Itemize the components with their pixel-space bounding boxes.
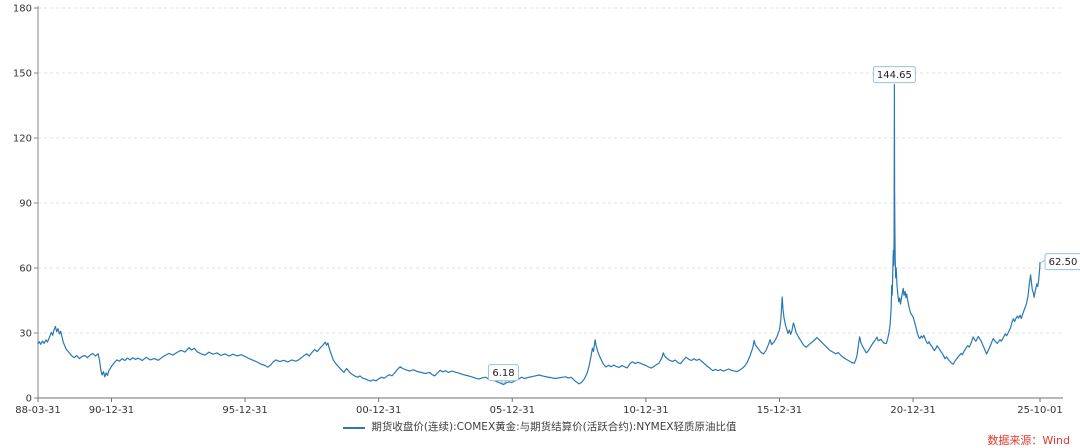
legend-line-swatch [343, 426, 366, 429]
series-line-gold-oil-ratio [37, 83, 1041, 386]
y-axis-label-30: 30 [19, 329, 32, 340]
y-axis-label-150: 150 [13, 69, 32, 80]
y-axis-label-60: 60 [19, 264, 32, 275]
annotation-value-62.50: 62.50 [1049, 257, 1078, 268]
x-axis-label-88-03-31: 88-03-31 [15, 405, 60, 416]
annotation-box-6.18 [487, 364, 519, 382]
y-axis-label-120: 120 [13, 134, 32, 145]
x-axis-label-10-12-31: 10-12-31 [623, 405, 668, 416]
annotation-box-144.65 [872, 66, 916, 84]
x-axis-label-05-12-31: 05-12-31 [490, 405, 535, 416]
legend: 期货收盘价(连续):COMEX黄金:与期货结算价(活跃合约):NYMEX轻质原油… [0, 420, 1080, 435]
data-source-label: 数据来源：Wind [987, 434, 1070, 447]
annotation-box-62.50 [1044, 253, 1080, 271]
y-axis-label-90: 90 [19, 199, 32, 210]
x-axis-label-90-12-31: 90-12-31 [89, 405, 134, 416]
x-axis-label-20-12-31: 20-12-31 [890, 405, 935, 416]
x-axis-label-15-12-31: 15-12-31 [757, 405, 802, 416]
annotation-value-6.18: 6.18 [492, 368, 514, 379]
legend-label: 期货收盘价(连续):COMEX黄金:与期货结算价(活跃合约):NYMEX轻质原油… [371, 421, 737, 433]
y-axis-label-0: 0 [26, 394, 32, 405]
x-axis-label-25-10-01: 25-10-01 [1017, 405, 1062, 416]
annotation-value-144.65: 144.65 [877, 70, 912, 81]
x-axis-label-95-12-31: 95-12-31 [222, 405, 267, 416]
y-axis-label-180: 180 [13, 4, 32, 15]
x-axis-label-00-12-31: 00-12-31 [356, 405, 401, 416]
